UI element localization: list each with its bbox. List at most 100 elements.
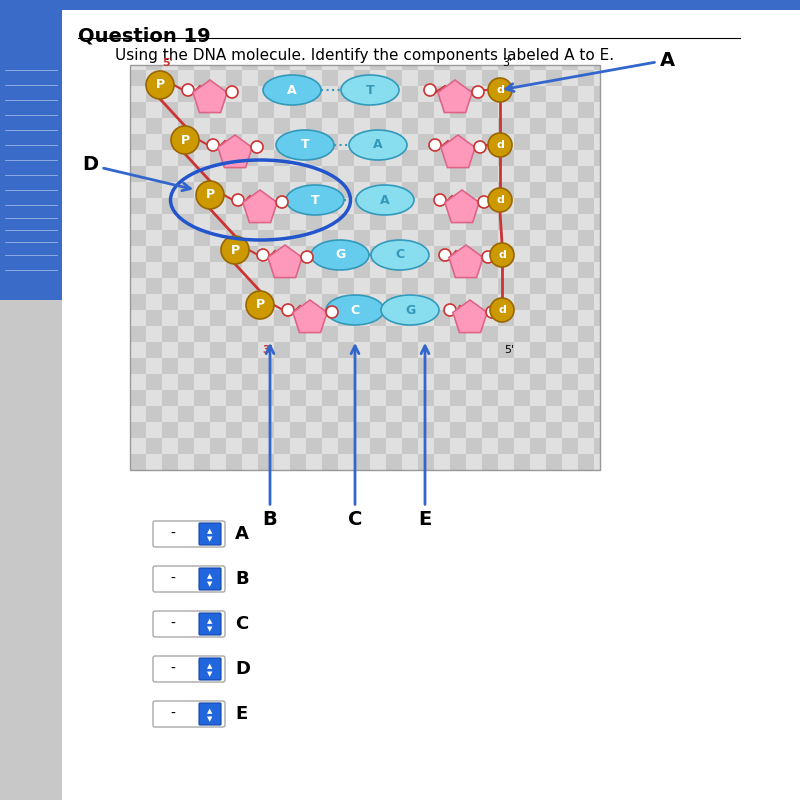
Bar	[194, 390, 210, 406]
Bar	[290, 310, 306, 326]
Circle shape	[472, 86, 484, 98]
Bar	[434, 390, 450, 406]
Bar	[274, 294, 290, 310]
Bar	[306, 246, 322, 262]
Bar	[370, 310, 386, 326]
Bar	[354, 278, 370, 294]
Bar	[306, 326, 322, 342]
Circle shape	[488, 188, 512, 212]
Circle shape	[257, 249, 269, 261]
Bar	[546, 86, 562, 102]
Bar	[258, 374, 274, 390]
Bar	[178, 374, 194, 390]
Bar	[210, 182, 226, 198]
Bar	[274, 86, 290, 102]
Ellipse shape	[311, 240, 369, 270]
Bar	[130, 294, 146, 310]
Bar	[354, 150, 370, 166]
Bar	[514, 230, 530, 246]
Bar	[178, 326, 194, 342]
Text: D: D	[235, 660, 250, 678]
Bar	[194, 182, 210, 198]
Bar	[162, 454, 178, 470]
Text: G: G	[405, 303, 415, 317]
Bar	[418, 406, 434, 422]
Bar	[418, 102, 434, 118]
Bar	[0, 0, 62, 300]
Bar	[434, 374, 450, 390]
Bar	[482, 65, 498, 70]
Bar	[162, 166, 178, 182]
Bar	[418, 278, 434, 294]
Bar	[498, 454, 514, 470]
Bar	[338, 118, 354, 134]
Bar	[562, 342, 578, 358]
Circle shape	[429, 139, 441, 151]
Bar	[274, 65, 290, 70]
Bar	[226, 86, 242, 102]
Polygon shape	[293, 300, 327, 333]
Bar	[242, 70, 258, 86]
Bar	[258, 86, 274, 102]
Bar	[386, 342, 402, 358]
Bar	[274, 374, 290, 390]
Bar	[482, 102, 498, 118]
Bar	[578, 70, 594, 86]
Bar	[194, 150, 210, 166]
Bar	[594, 118, 600, 134]
FancyBboxPatch shape	[199, 568, 221, 590]
Bar	[226, 390, 242, 406]
Circle shape	[276, 196, 288, 208]
Bar	[450, 390, 466, 406]
Text: d: d	[496, 140, 504, 150]
Bar	[562, 198, 578, 214]
Text: A: A	[506, 50, 675, 91]
Bar	[578, 454, 594, 470]
Bar	[594, 65, 600, 70]
Text: 5': 5'	[162, 58, 174, 68]
Bar	[210, 65, 226, 70]
Bar	[578, 390, 594, 406]
Bar	[498, 102, 514, 118]
Bar	[258, 150, 274, 166]
Bar	[290, 278, 306, 294]
Bar	[514, 214, 530, 230]
Bar	[226, 214, 242, 230]
Bar	[594, 326, 600, 342]
Bar	[386, 214, 402, 230]
Bar	[514, 390, 530, 406]
Circle shape	[486, 306, 498, 318]
Bar	[354, 374, 370, 390]
Text: ▲: ▲	[207, 618, 213, 624]
Circle shape	[444, 304, 456, 316]
Bar	[450, 198, 466, 214]
Bar	[562, 230, 578, 246]
Bar	[210, 246, 226, 262]
Bar	[514, 70, 530, 86]
Text: C: C	[350, 303, 359, 317]
Bar	[514, 374, 530, 390]
Bar	[530, 406, 546, 422]
Bar	[354, 262, 370, 278]
Bar	[242, 166, 258, 182]
Bar	[562, 214, 578, 230]
Bar	[594, 358, 600, 374]
Bar	[434, 406, 450, 422]
Bar	[146, 326, 162, 342]
Bar	[338, 262, 354, 278]
Polygon shape	[453, 300, 487, 333]
Text: T: T	[310, 194, 319, 206]
FancyBboxPatch shape	[199, 523, 221, 545]
Ellipse shape	[381, 295, 439, 325]
Bar	[402, 70, 418, 86]
Bar	[386, 198, 402, 214]
Bar	[322, 65, 338, 70]
Bar	[482, 326, 498, 342]
Bar	[338, 102, 354, 118]
Bar	[146, 390, 162, 406]
Bar	[290, 214, 306, 230]
Text: d: d	[496, 85, 504, 95]
Bar	[338, 438, 354, 454]
Bar	[546, 374, 562, 390]
Circle shape	[146, 71, 174, 99]
